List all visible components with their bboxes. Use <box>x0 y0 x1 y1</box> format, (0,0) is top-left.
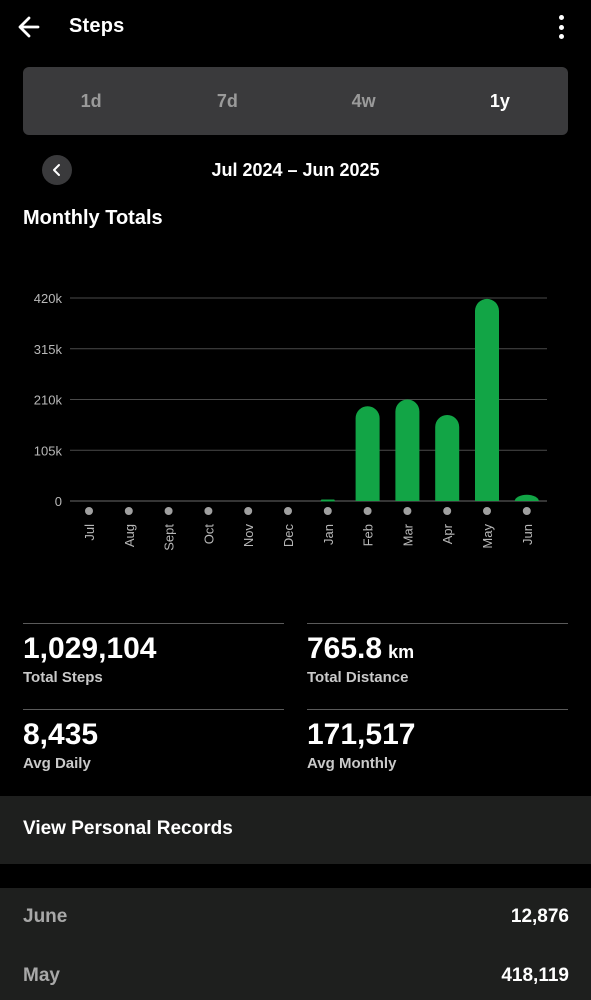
back-button[interactable] <box>12 10 46 44</box>
x-tick-dot <box>522 507 531 515</box>
date-range-label: Jul 2024 – Jun 2025 <box>211 160 380 180</box>
stat-avg-daily: 8,435 Avg Daily <box>23 709 284 789</box>
list-item-value: 418,119 <box>501 965 569 986</box>
x-tick-dot <box>363 507 372 515</box>
bar <box>435 414 460 501</box>
arrow-left-icon <box>18 16 40 38</box>
stat-avg-monthly: 171,517 Avg Monthly <box>307 709 568 789</box>
tab-1d[interactable]: 1d <box>80 90 102 111</box>
total-distance-value-wrap: 765.8 km <box>307 632 414 666</box>
x-tick-label: Nov <box>241 524 256 548</box>
more-options-button[interactable] <box>555 12 567 42</box>
x-tick-label: Jul <box>82 524 97 541</box>
x-tick-label: Sept <box>162 524 177 551</box>
x-tick-label: Aug <box>122 524 137 547</box>
y-tick-label: 420k <box>34 291 63 306</box>
bar <box>475 298 500 501</box>
y-tick-label: 210k <box>34 393 63 408</box>
y-tick-label: 105k <box>34 443 63 458</box>
x-tick-dot <box>244 507 253 515</box>
list-item-month: June <box>23 906 68 927</box>
period-selector: 1d 7d 4w 1y <box>23 67 568 135</box>
chevron-left-icon <box>53 164 60 176</box>
x-tick-dot <box>284 507 292 515</box>
total-steps-label: Total Steps <box>23 669 103 686</box>
x-tick-dot <box>323 507 332 515</box>
view-personal-records-button[interactable]: View Personal Records <box>0 796 591 864</box>
x-tick-dot <box>204 507 213 515</box>
app-header: Steps <box>0 0 591 56</box>
avg-daily-value: 8,435 <box>23 718 99 751</box>
x-tick-label: Apr <box>440 523 455 544</box>
monthly-steps-chart: 0 105k 210k 315k 420k Jul Aug Sept Oct Nov Dec Jan F… <box>34 291 547 551</box>
tab-1y[interactable]: 1y <box>489 90 510 111</box>
x-tick-label: Jan <box>321 524 336 545</box>
monthly-list: June 12,876 May 418,119 <box>0 888 591 1000</box>
x-tick-label: Feb <box>361 524 376 546</box>
y-tick-label: 315k <box>34 342 63 357</box>
total-steps-value: 1,029,104 <box>23 632 157 665</box>
y-tick-label: 0 <box>55 494 62 509</box>
x-tick-label: Oct <box>201 524 216 545</box>
list-item[interactable]: May 418,119 <box>0 947 591 1000</box>
page-title: Steps <box>69 15 125 37</box>
bar <box>395 399 420 501</box>
previous-range-button[interactable] <box>42 155 72 185</box>
total-distance-label: Total Distance <box>307 669 409 686</box>
list-item-value: 12,876 <box>510 906 569 927</box>
avg-monthly-value: 171,517 <box>307 718 416 751</box>
stat-total-steps: 1,029,104 Total Steps <box>23 623 284 703</box>
more-vertical-icon <box>558 15 564 20</box>
x-tick-dot <box>403 507 412 515</box>
stat-total-distance: 765.8 km Total Distance <box>307 623 568 703</box>
x-tick-dot <box>483 507 491 515</box>
total-distance-unit: km <box>388 642 415 662</box>
list-item-month: May <box>23 965 60 986</box>
tab-4w[interactable]: 4w <box>351 90 376 111</box>
total-distance-value: 765.8 <box>307 632 383 665</box>
x-tick-dot <box>443 507 452 515</box>
x-tick-label: May <box>480 524 495 549</box>
x-tick-label: Jun <box>520 524 535 545</box>
view-personal-records-label: View Personal Records <box>23 818 233 839</box>
x-tick-label: Mar <box>400 523 415 546</box>
x-tick-dot <box>164 507 173 515</box>
avg-daily-label: Avg Daily <box>23 755 91 772</box>
tab-7d[interactable]: 7d <box>216 90 238 111</box>
avg-monthly-label: Avg Monthly <box>307 755 397 772</box>
x-tick-label: Dec <box>281 524 296 548</box>
section-title: Monthly Totals <box>23 207 163 229</box>
x-tick-dot <box>85 507 93 515</box>
x-tick-dot <box>124 507 133 515</box>
bar <box>514 494 539 501</box>
list-item[interactable]: June 12,876 <box>0 888 591 946</box>
bar <box>355 406 380 501</box>
